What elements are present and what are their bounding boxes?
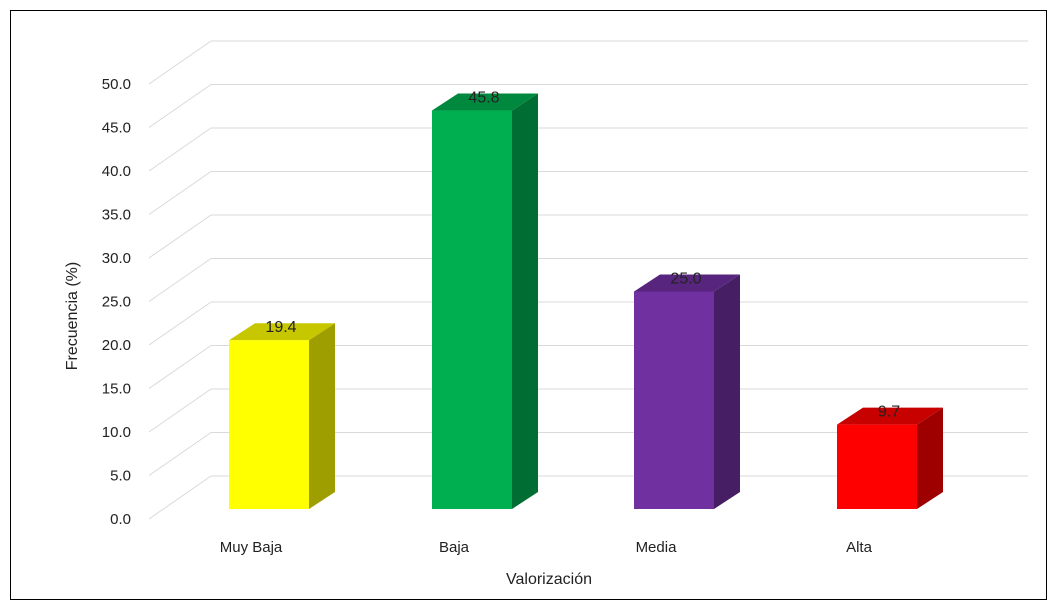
gridline-diagonal [148, 40, 212, 85]
y-tick-label: 30.0 [102, 250, 131, 267]
data-label: 45.8 [468, 90, 499, 107]
bar-side [917, 407, 943, 509]
y-axis-ticks: 0.0 5.0 10.0 15.0 20.0 25.0 30.0 35.0 40.0 45.0 50… [102, 76, 131, 528]
bar-front [837, 424, 917, 509]
gridline-diagonal [148, 171, 212, 215]
category-label: Media [636, 539, 678, 556]
bar-top [837, 407, 943, 425]
y-tick-label: 15.0 [102, 381, 131, 398]
gridline-diagonal [148, 388, 212, 433]
gridline-diagonal [148, 214, 212, 259]
gridline-diagonal [148, 432, 212, 476]
category-label: Muy Baja [220, 539, 283, 556]
gridline-diagonal [148, 345, 212, 389]
bar-front [432, 110, 512, 509]
bar-alta: 9.7 [837, 404, 943, 509]
bar-side [309, 323, 335, 509]
gridline-diagonal [148, 84, 212, 128]
y-tick-label: 0.0 [110, 511, 131, 528]
data-label: 19.4 [265, 319, 296, 336]
y-tick-label: 35.0 [102, 207, 131, 224]
chart-frame: 0.0 5.0 10.0 15.0 20.0 25.0 30.0 35.0 40.0 45.0 50… [10, 10, 1047, 600]
bars: 19.4 45.8 25.0 9.7 [229, 90, 943, 509]
bar-baja: 45.8 [432, 90, 538, 509]
gridline-diagonal [148, 301, 212, 346]
bar-side [714, 274, 740, 509]
bar-media: 25.0 [634, 271, 740, 509]
bar-muy-baja: 19.4 [229, 319, 335, 509]
x-axis-categories: Muy Baja Baja Media Alta [220, 539, 873, 556]
gridline-diagonal [148, 475, 212, 520]
y-tick-label: 25.0 [102, 294, 131, 311]
x-axis-title: Valorización [506, 571, 592, 588]
data-label: 25.0 [670, 271, 701, 288]
gridline-diagonal [148, 258, 212, 302]
bar-side [512, 93, 538, 509]
y-tick-label: 20.0 [102, 337, 131, 354]
data-label: 9.7 [878, 404, 900, 421]
bar-front [229, 340, 309, 509]
bar-top [229, 323, 335, 341]
bar-top [634, 274, 740, 292]
y-axis-title: Frecuencia (%) [64, 262, 81, 370]
category-label: Baja [439, 539, 470, 556]
category-label: Alta [846, 539, 873, 556]
gridlines [148, 40, 1028, 520]
y-tick-label: 40.0 [102, 163, 131, 180]
y-tick-label: 50.0 [102, 76, 131, 93]
bar-top [432, 93, 538, 111]
gridline-diagonal [148, 127, 212, 172]
y-tick-label: 45.0 [102, 120, 131, 137]
bar-front [634, 291, 714, 509]
bar-chart: 0.0 5.0 10.0 15.0 20.0 25.0 30.0 35.0 40.0 45.0 50… [64, 40, 1028, 588]
y-tick-label: 10.0 [102, 424, 131, 441]
y-tick-label: 5.0 [110, 468, 131, 485]
